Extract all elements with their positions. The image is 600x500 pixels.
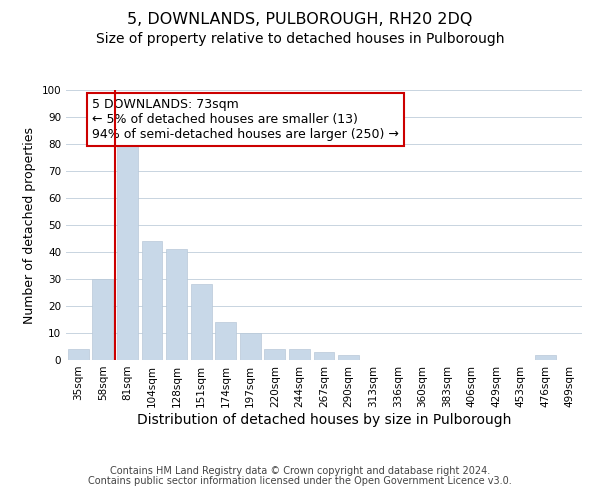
Bar <box>215 322 236 360</box>
Bar <box>166 250 187 360</box>
Bar <box>142 241 163 360</box>
Bar <box>338 354 359 360</box>
Bar <box>68 349 89 360</box>
Bar <box>535 354 556 360</box>
Bar <box>191 284 212 360</box>
Bar <box>265 349 286 360</box>
Bar <box>117 144 138 360</box>
Y-axis label: Number of detached properties: Number of detached properties <box>23 126 36 324</box>
Bar <box>240 333 261 360</box>
Text: 5 DOWNLANDS: 73sqm
← 5% of detached houses are smaller (13)
94% of semi-detached: 5 DOWNLANDS: 73sqm ← 5% of detached hous… <box>92 98 398 141</box>
Text: Size of property relative to detached houses in Pulborough: Size of property relative to detached ho… <box>96 32 504 46</box>
Bar <box>314 352 334 360</box>
X-axis label: Distribution of detached houses by size in Pulborough: Distribution of detached houses by size … <box>137 412 511 426</box>
Bar <box>92 279 113 360</box>
Bar <box>289 349 310 360</box>
Text: 5, DOWNLANDS, PULBOROUGH, RH20 2DQ: 5, DOWNLANDS, PULBOROUGH, RH20 2DQ <box>127 12 473 28</box>
Text: Contains HM Land Registry data © Crown copyright and database right 2024.: Contains HM Land Registry data © Crown c… <box>110 466 490 476</box>
Text: Contains public sector information licensed under the Open Government Licence v3: Contains public sector information licen… <box>88 476 512 486</box>
